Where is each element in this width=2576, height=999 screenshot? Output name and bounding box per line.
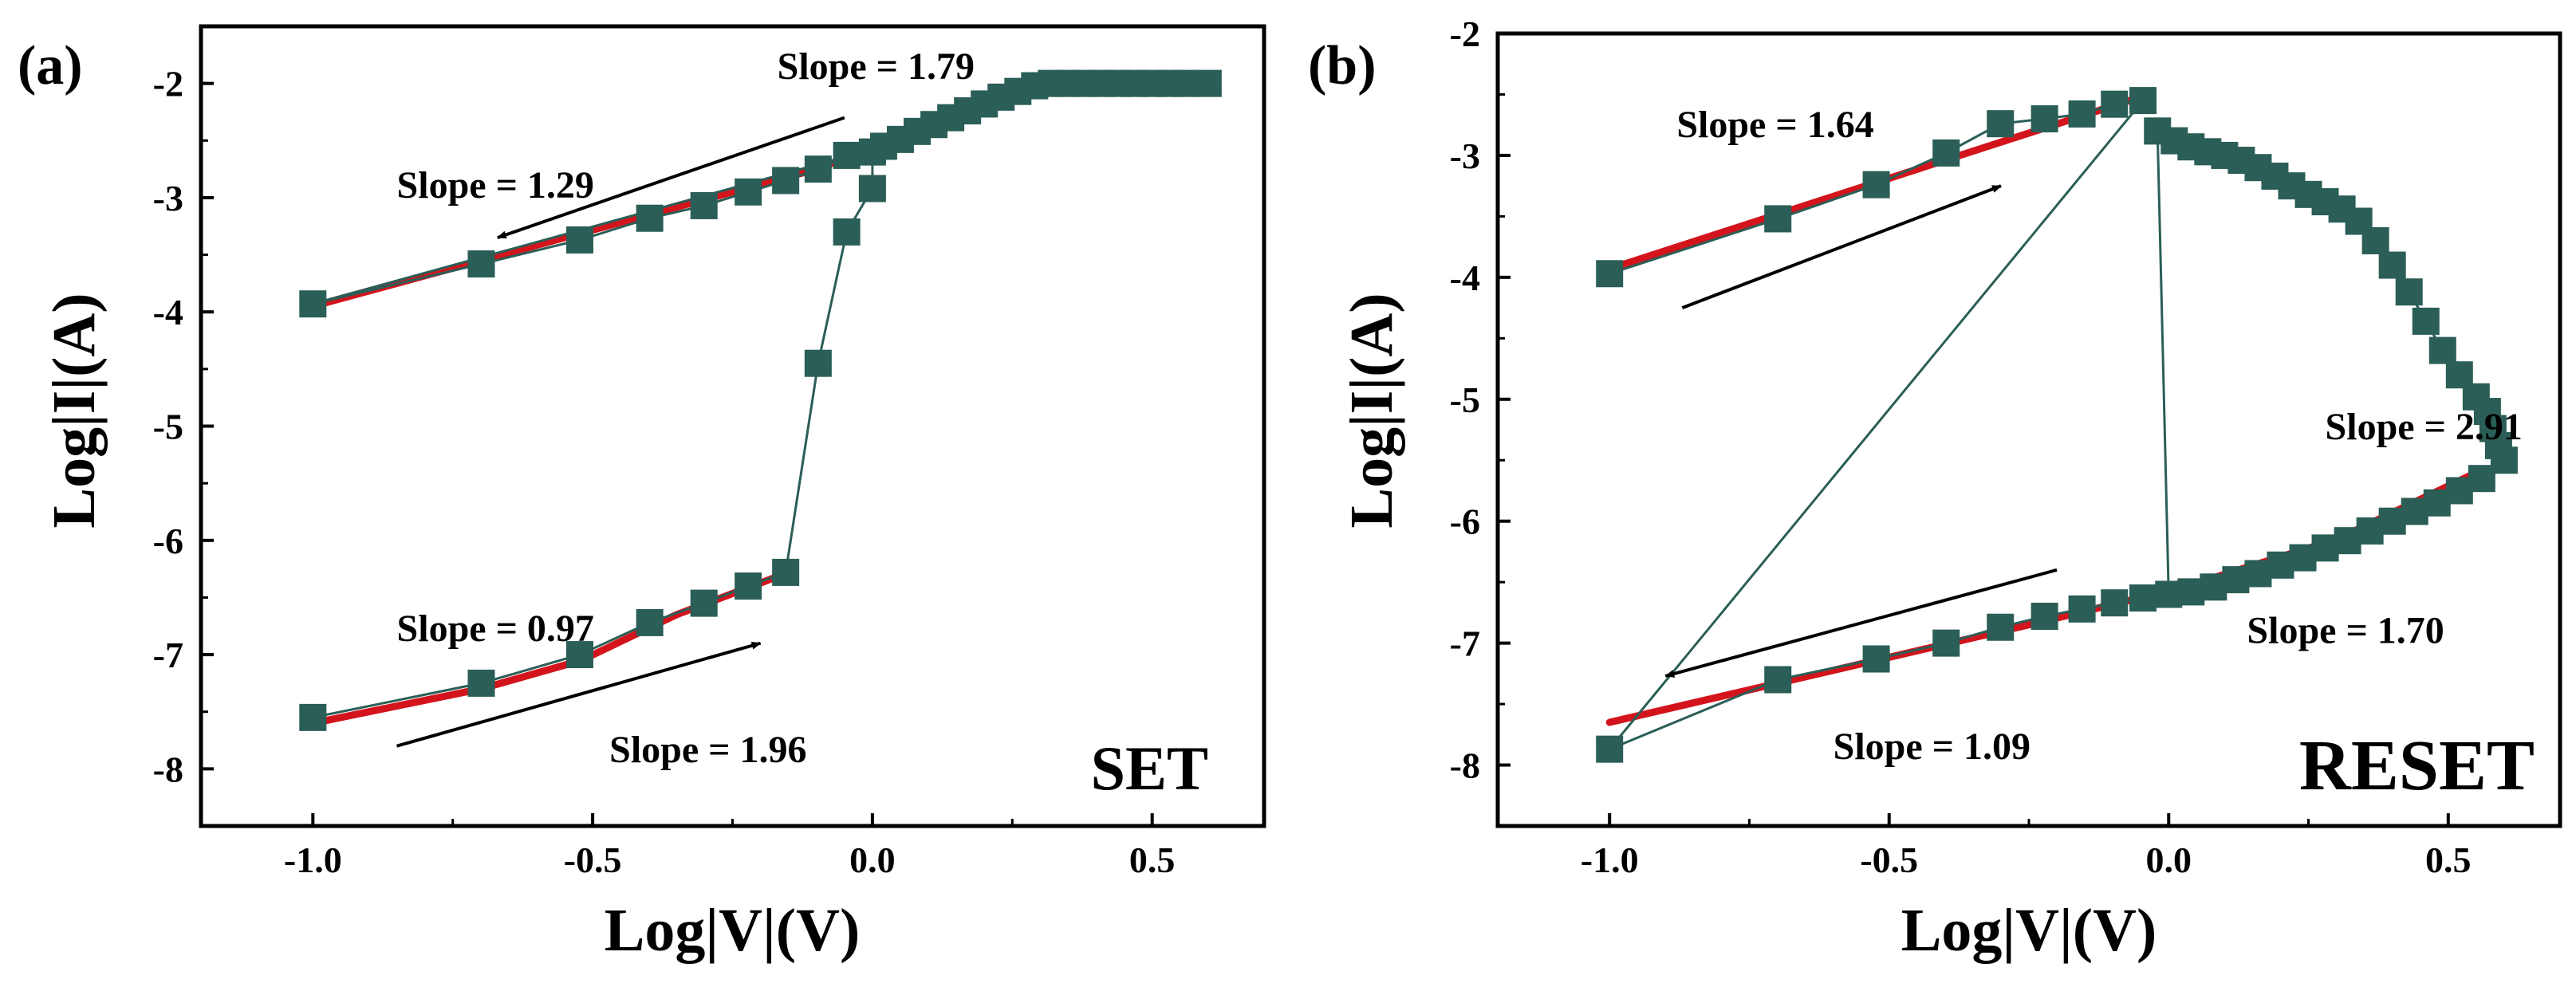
panel-b-data-point [1596, 735, 1624, 763]
panel-b-y-axis-label: Log|I|(A) [1338, 293, 1405, 528]
panel-a-x-tick-label: 0.5 [1129, 840, 1176, 880]
panel-b-data-point [2428, 336, 2456, 364]
panel-b-data-point [2030, 105, 2058, 133]
panel-b-data-point [2068, 595, 2096, 623]
panel-b-x-tick-label: 0.5 [2425, 840, 2472, 880]
panel-b-fit-line [1605, 466, 2486, 726]
panel-b-data-point [2395, 278, 2423, 306]
panel-a-data-point [772, 558, 800, 586]
panel-a-y-tick-label: -5 [153, 407, 183, 447]
panel-b-slope-annotation: Slope = 2.91 [2326, 406, 2523, 448]
panel-b-data-point [2068, 100, 2096, 128]
panel-a-data-point [636, 204, 664, 232]
panel-a-points [299, 69, 1222, 731]
panel-a-data-point [636, 608, 664, 636]
panel-a-slope-annotation: Slope = 0.97 [397, 608, 594, 650]
panel-a-data-point [804, 155, 832, 183]
panel-a-data-point [690, 191, 718, 219]
panel-b-y-tick-label: -6 [1450, 501, 1480, 542]
panel-a-direction-arrow [496, 116, 845, 239]
panel-a-data-point [565, 226, 593, 254]
panel-b-corner-label: RESET [2299, 726, 2535, 805]
panel-a-data-point [858, 175, 886, 203]
panel-a-y-axis-label: Log|I|(A) [41, 293, 108, 528]
panel-b-data-point [1932, 629, 1960, 657]
panel-b-data-point [1596, 260, 1624, 288]
panel-b-x-tick-label: 0.0 [2146, 840, 2192, 880]
panel-b-data-point [2361, 226, 2389, 254]
panel-b-arrows [1664, 184, 2058, 678]
panel-b-data-point [2129, 584, 2157, 612]
panel-b-y-tick-label: -5 [1450, 380, 1480, 420]
panel-a-data-point [565, 641, 593, 669]
panel-a-slope-annotation: Slope = 1.96 [609, 729, 806, 771]
panel-b-chart: (b) -1.0 -0.5 0.0 0.5 -8 -7 -6 -5 -4 -3 -2 Slope =… [1308, 14, 2562, 964]
panel-b-y-tick-label: -3 [1450, 136, 1480, 176]
panel-a-data-point [735, 178, 762, 206]
panel-b-data-point [1987, 110, 2015, 138]
panel-a-label: (a) [18, 35, 83, 96]
panel-a-frame [199, 24, 1266, 828]
panel-b-data-point [2412, 307, 2440, 335]
panel-b-data-point [1764, 666, 1792, 694]
panel-a-direction-arrow [396, 641, 762, 748]
panel-b-data-point [2378, 251, 2406, 279]
panel-a-arrows [396, 116, 845, 748]
panel-a-data-point [804, 349, 832, 377]
panel-b-x-tick-label: -1.0 [1581, 840, 1639, 880]
panel-a-annotations: Slope = 1.79 Slope = 1.29 Slope = 0.97 Slop… [397, 45, 975, 771]
panel-b-y-tick-label: -7 [1450, 623, 1480, 664]
panel-b-data-point [1987, 613, 2015, 641]
panel-b-data-point [1862, 171, 1890, 199]
panel-b-data-point [1932, 139, 1960, 167]
panel-a-data-point [833, 218, 861, 246]
panel-b-data-point [2129, 87, 2157, 115]
panel-b-data-point [1764, 205, 1792, 233]
panel-a-y-tick-label: -4 [153, 292, 183, 332]
panel-b-ticks: -1.0 -0.5 0.0 0.5 -8 -7 -6 -5 -4 -3 -2 [1450, 14, 2472, 880]
panel-b-slope-annotation: Slope = 1.70 [2247, 610, 2444, 652]
panel-a-data-point [299, 290, 327, 318]
panel-b-label: (b) [1308, 35, 1377, 96]
panel-b-slope-annotation: Slope = 1.09 [1834, 726, 2030, 768]
panel-a-slope-annotation: Slope = 1.29 [397, 164, 594, 206]
panel-b-data-point [2101, 589, 2129, 617]
panel-a-x-tick-label: -1.0 [284, 840, 342, 880]
panel-a-data-point [467, 669, 495, 697]
panel-a-y-tick-label: -6 [153, 521, 183, 561]
panel-b-data-point [2101, 90, 2129, 118]
panel-a-corner-label: SET [1091, 734, 1208, 803]
panel-a-y-tick-label: -7 [153, 635, 183, 675]
panel-a-y-tick-label: -2 [153, 64, 183, 104]
panel-a-data-point [772, 167, 800, 195]
panel-a-chart: (a) -1.0 -0.5 0.0 0.5 -8 -7 -6 -5 -4 -3 -2 Slope =… [18, 24, 1266, 964]
panel-a-data-point [467, 250, 495, 278]
panel-b-x-axis-label: Log|V|(V) [1901, 897, 2157, 964]
panel-a-y-tick-label: -8 [153, 749, 183, 789]
panel-a-x-axis-label: Log|V|(V) [605, 897, 861, 964]
panel-b-data-point [2177, 578, 2205, 606]
panel-b-direction-arrow [1681, 184, 2002, 309]
panel-b-y-tick-label: -8 [1450, 745, 1480, 786]
panel-b-x-tick-label: -0.5 [1860, 840, 1918, 880]
panel-b-y-tick-label: -2 [1450, 14, 1480, 54]
panel-a-data-point [735, 572, 762, 600]
panel-a-data-point [833, 141, 861, 169]
panel-b-points [1596, 87, 2518, 763]
panel-a-x-tick-label: -0.5 [564, 840, 622, 880]
panel-a-x-tick-label: 0.0 [849, 840, 896, 880]
panel-b-data-point [2030, 602, 2058, 630]
panel-a-y-tick-label: -3 [153, 178, 183, 218]
panel-b-y-tick-label: -4 [1450, 258, 1480, 298]
panel-a-slope-annotation: Slope = 1.79 [778, 45, 975, 88]
panel-a-data-point [1194, 69, 1222, 97]
panel-b-annotations: Slope = 1.64 Slope = 2.91 Slope = 1.70 Slop… [1676, 104, 2523, 768]
panel-a-ticks: -1.0 -0.5 0.0 0.5 -8 -7 -6 -5 -4 -3 -2 [153, 64, 1176, 880]
panel-a-data-point [299, 703, 327, 731]
panel-b-data-point [1862, 645, 1890, 673]
panel-b-direction-arrow [1664, 568, 2058, 678]
panel-a-data-point [690, 589, 718, 617]
panel-b-slope-annotation: Slope = 1.64 [1676, 104, 1873, 146]
